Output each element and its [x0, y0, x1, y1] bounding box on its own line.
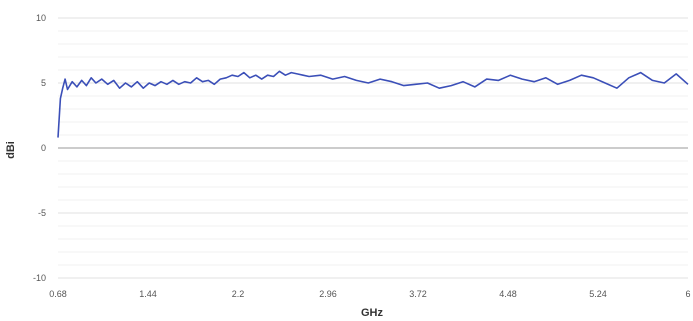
- x-tick-label: 5.24: [589, 289, 607, 299]
- series-group: [57, 70, 689, 138]
- x-axis-label: GHz: [361, 307, 384, 319]
- y-tick-label: 5: [41, 78, 46, 88]
- series-line: [57, 70, 689, 138]
- y-tick-label: 10: [36, 13, 46, 23]
- y-axis-ticks: -10 -5 0 5 10: [33, 13, 46, 283]
- y-tick-label: 0: [41, 143, 46, 153]
- y-axis-label: dBi: [5, 141, 17, 159]
- x-tick-label: 1.44: [139, 289, 157, 299]
- x-tick-label: 0.68: [49, 289, 67, 299]
- x-tick-label: 2.2: [232, 289, 245, 299]
- x-tick-label: 6: [685, 289, 690, 299]
- y-tick-label: -10: [33, 273, 46, 283]
- x-tick-label: 3.72: [409, 289, 427, 299]
- x-axis-ticks: 0.68 1.44 2.2 2.96 3.72 4.48 5.24 6: [49, 289, 690, 299]
- y-tick-label: -5: [38, 208, 46, 218]
- gridlines: [58, 17, 688, 279]
- x-tick-label: 2.96: [319, 289, 337, 299]
- x-tick-label: 4.48: [499, 289, 517, 299]
